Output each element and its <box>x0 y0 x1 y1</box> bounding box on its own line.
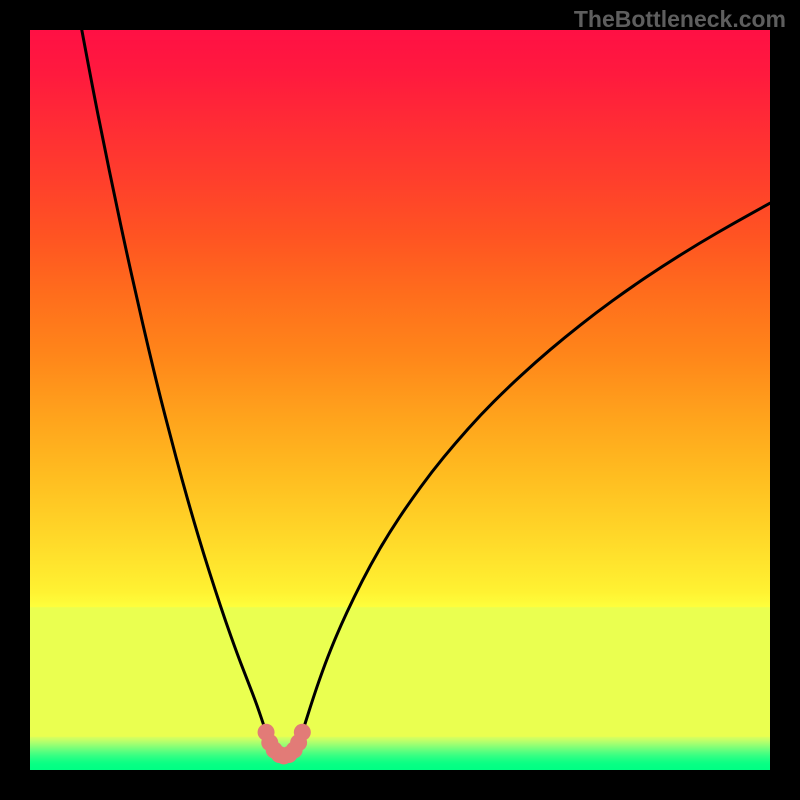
watermark-text: TheBottleneck.com <box>574 6 786 33</box>
chart-solid-band <box>30 607 770 737</box>
chart-svg <box>30 30 770 770</box>
marker-dot <box>294 724 311 741</box>
chart-plot-area <box>30 30 770 770</box>
